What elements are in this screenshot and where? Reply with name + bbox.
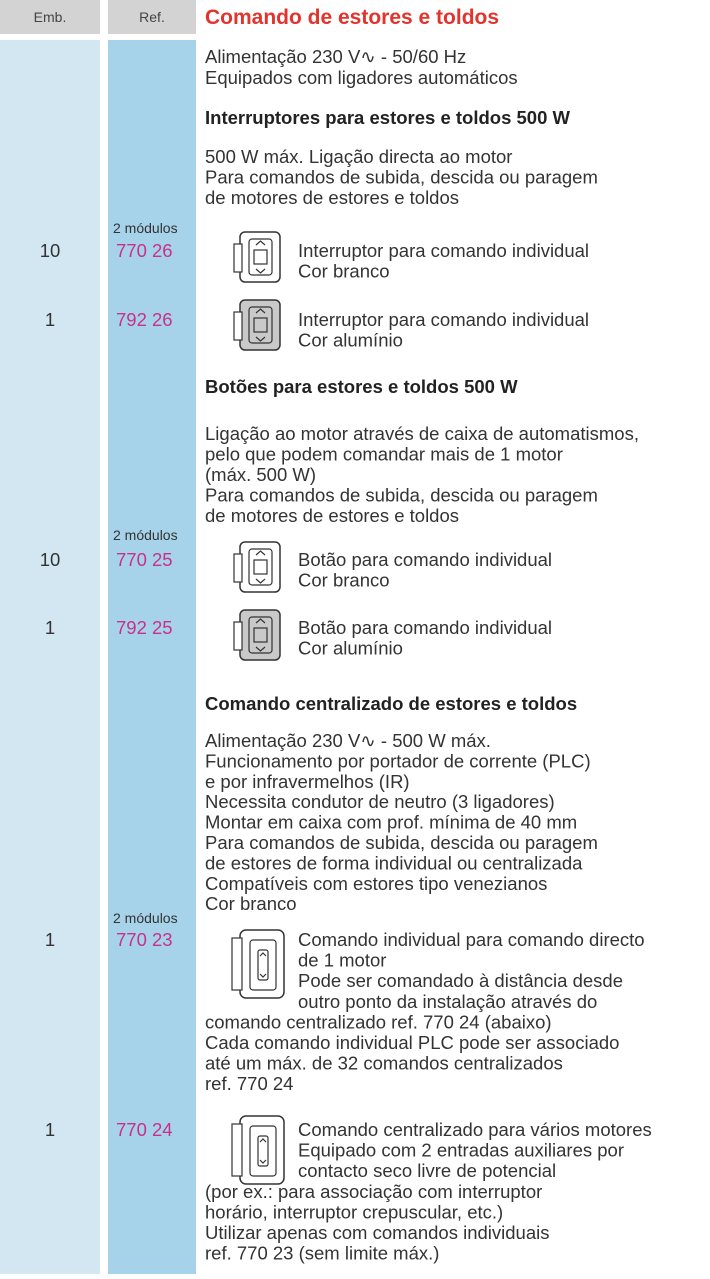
product-icon [233,541,281,593]
section-line: e por infravermelhos (IR) [205,771,410,792]
item-line: até um máx. de 32 comandos centralizados [205,1053,563,1074]
item-line: Botão para comando individual [298,549,552,570]
item-line: Cor alumínio [298,330,403,351]
emb-value: 1 [45,1119,55,1140]
section-line: de motores de estores e toldos [205,505,459,526]
item-line: Interruptor para comando individual [298,240,589,261]
item-line: outro ponto da instalação através do [298,991,597,1012]
section-line: Compatíveis com estores tipo venezianos [205,873,547,894]
ref-header: Ref. [139,9,165,25]
section-title: Botões para estores e toldos 500 W [205,376,518,397]
section-line: pelo que podem comandar mais de 1 motor [205,444,563,465]
product-icon [231,1115,285,1185]
section-line: Para comandos de subida, descida ou para… [205,485,598,506]
section-line: Montar em caixa com prof. mínima de 40 m… [205,812,577,833]
item-line: horário, interruptor crepuscular, etc.) [205,1201,503,1222]
ref-code: 770 24 [116,1119,173,1140]
item-line: Cada comando individual PLC pode ser ass… [205,1032,619,1053]
emb-value: 10 [40,240,61,261]
section-line: Cor branco [205,893,297,914]
item-line: Botão para comando individual [298,617,552,638]
ref-code: 770 25 [116,549,173,570]
emb-value: 10 [40,549,61,570]
item-line: Utilizar apenas com comandos individuais [205,1222,549,1243]
section-line: Alimentação 230 V∿ - 500 W máx. [205,730,491,751]
section-line: Para comandos de subida, descida ou para… [205,832,598,853]
intro-line: Alimentação 230 V∿ - 50/60 Hz [205,46,466,67]
ref-code: 770 23 [116,929,173,950]
item-line: Comando individual para comando directo [298,929,645,950]
item-line: de 1 motor [298,950,386,971]
item-line: comando centralizado ref. 770 24 (abaixo… [205,1011,552,1032]
section-line: (máx. 500 W) [205,464,316,485]
item-line: ref. 770 24 [205,1073,293,1094]
item-line: Interruptor para comando individual [298,309,589,330]
product-icon [233,231,281,283]
emb-value: 1 [45,929,55,950]
item-line: Cor branco [298,570,390,591]
section-title: Comando centralizado de estores e toldos [205,693,577,714]
emb-value: 1 [45,309,55,330]
section-title: Interruptores para estores e toldos 500 … [205,107,571,128]
intro-line: Equipados com ligadores automáticos [205,67,518,88]
ref-code: 770 26 [116,240,173,261]
item-line: contacto seco livre de potencial [298,1160,556,1181]
modules-label: 2 módulos [113,910,178,926]
emb-column [0,40,100,1274]
item-line: Cor branco [298,261,390,282]
section-line: 500 W máx. Ligação directa ao motor [205,146,512,167]
emb-header-bg [0,0,100,34]
product-icon [233,299,281,351]
modules-label: 2 módulos [113,527,178,543]
page-title: Comando de estores e toldos [205,6,499,29]
item-line: Equipado com 2 entradas auxiliares por [298,1140,624,1161]
section-line: Ligação ao motor através de caixa de aut… [205,423,639,444]
item-line: (por ex.: para associação com interrupto… [205,1181,542,1202]
product-icon [231,929,285,999]
item-line: Cor alumínio [298,638,403,659]
ref-code: 792 25 [116,617,173,638]
modules-label: 2 módulos [113,220,178,236]
ref-column [108,40,196,1274]
section-line: de estores de forma individual ou centra… [205,852,583,873]
item-line: ref. 770 23 (sem limite máx.) [205,1243,439,1264]
emb-value: 1 [45,617,55,638]
section-line: Funcionamento por portador de corrente (… [205,750,591,771]
emb-header: Emb. [34,9,67,25]
section-line: Para comandos de subida, descida ou para… [205,167,598,188]
section-line: Necessita condutor de neutro (3 ligadore… [205,791,555,812]
product-icon [233,609,281,661]
item-line: Pode ser comandado à distância desde [298,970,623,991]
section-line: de motores de estores e toldos [205,187,459,208]
ref-code: 792 26 [116,309,173,330]
item-line: Comando centralizado para vários motores [298,1119,652,1140]
ref-header-bg [108,0,196,34]
